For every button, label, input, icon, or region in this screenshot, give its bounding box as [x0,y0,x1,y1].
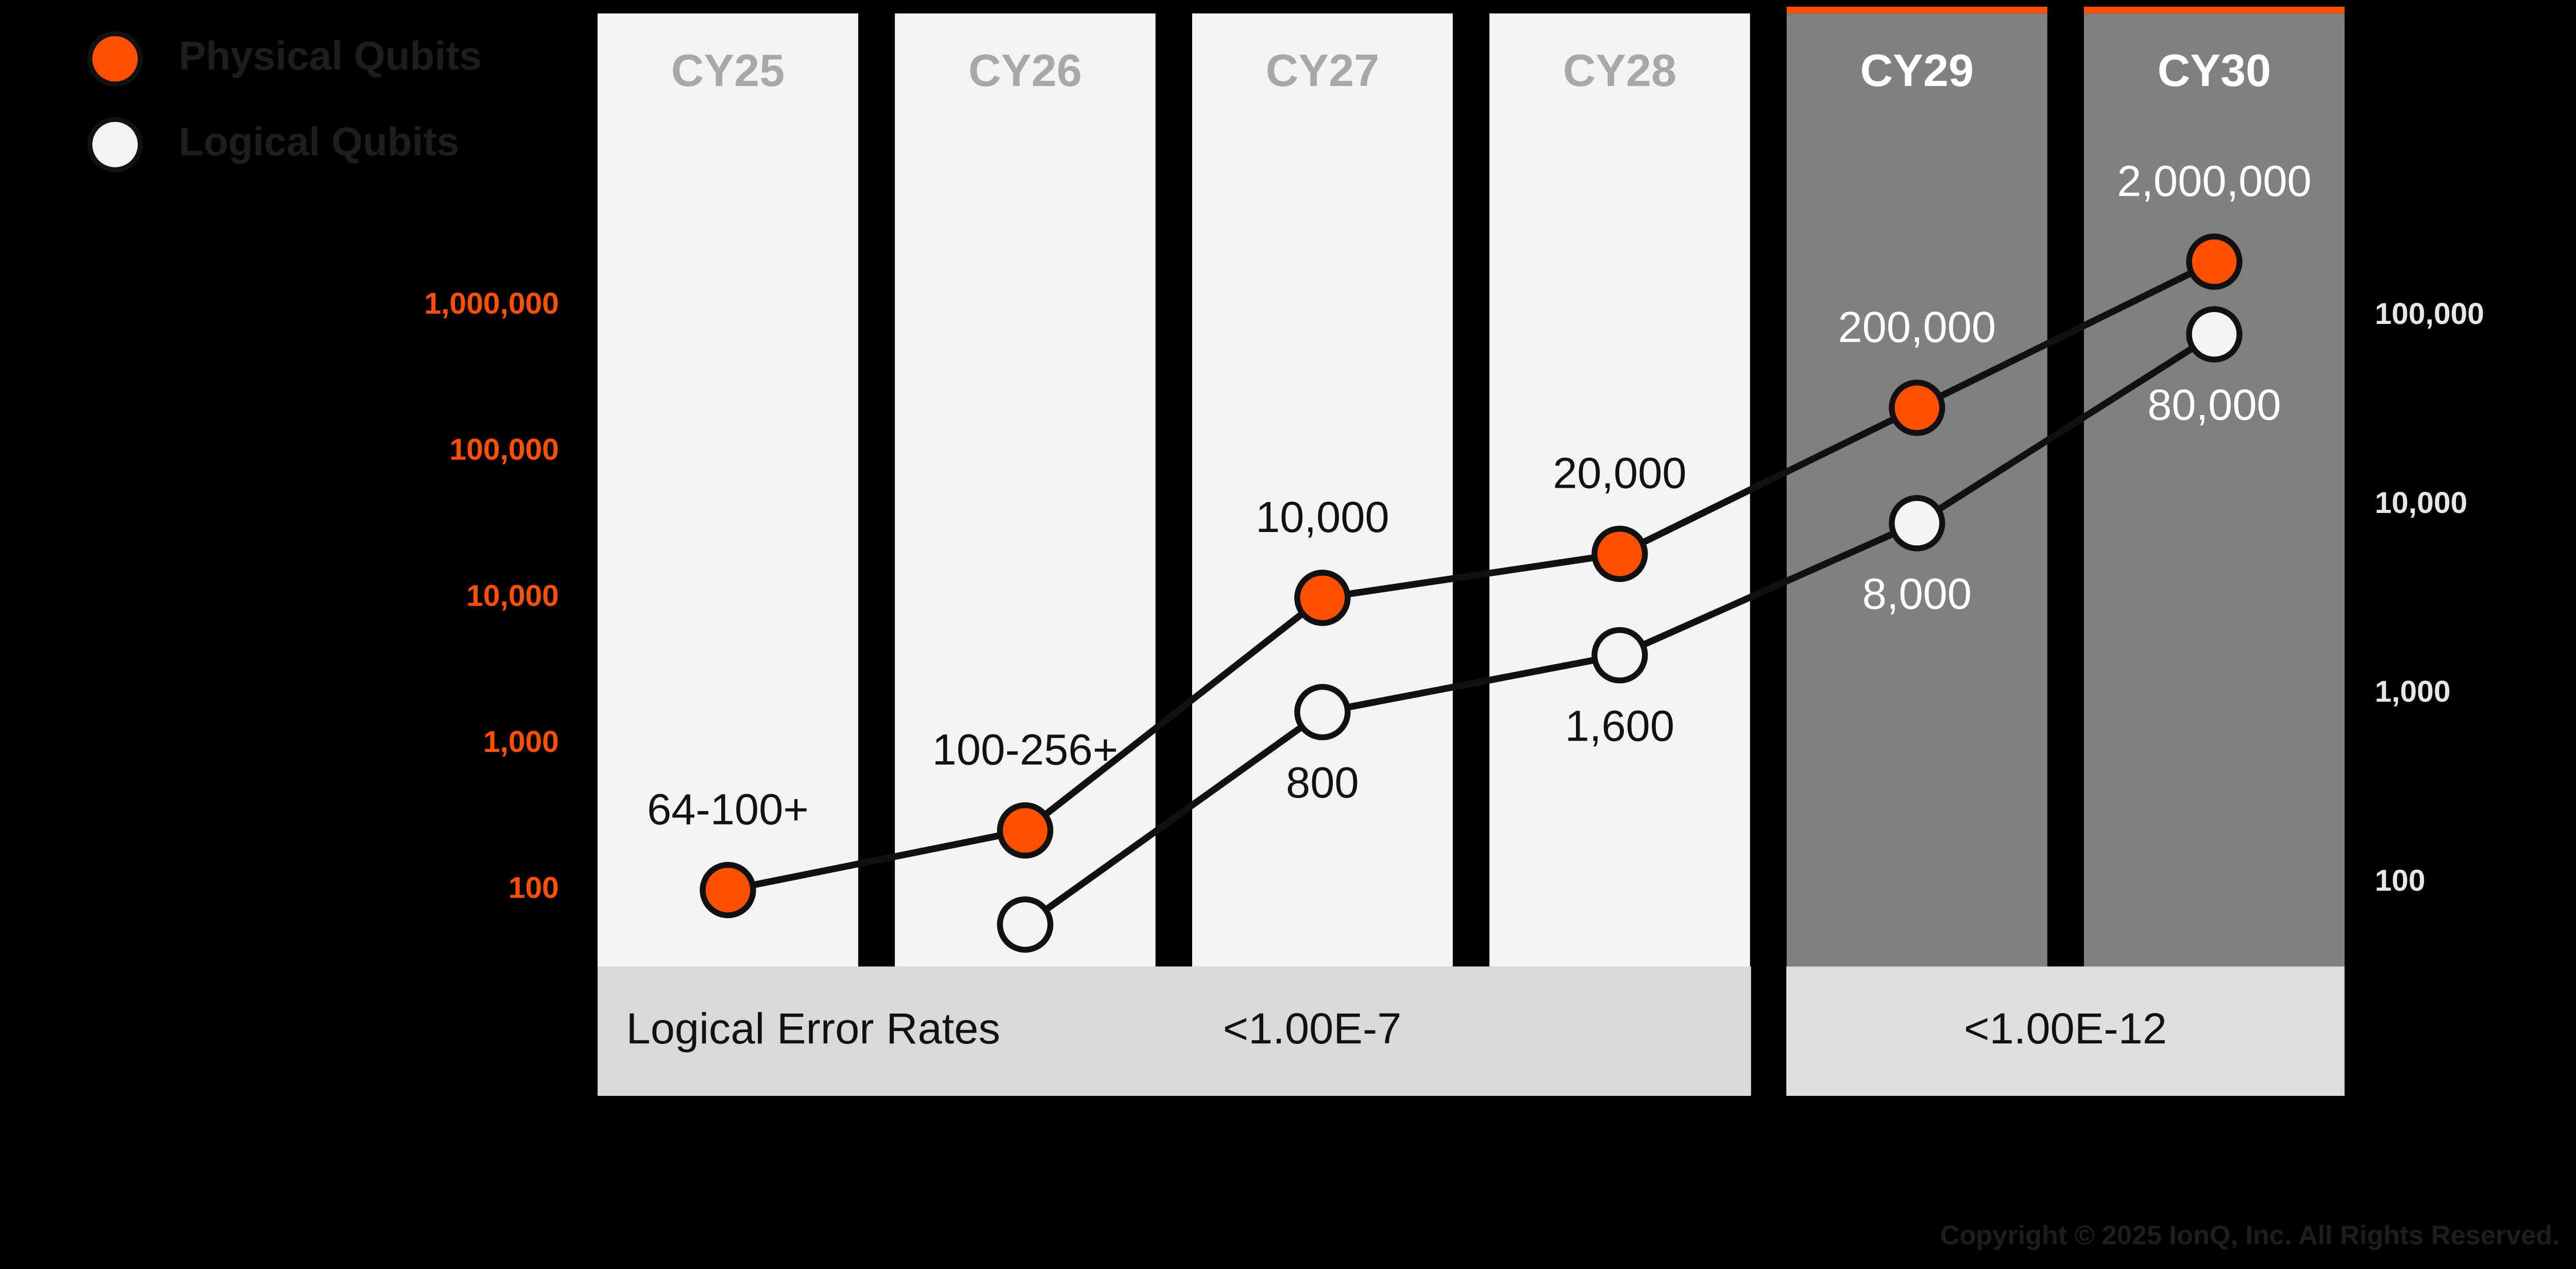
data-point [2186,233,2243,290]
y-tick-label: 100,000 [450,433,559,467]
column-header: CY28 [1563,45,1676,96]
column-header: CY27 [1266,45,1379,96]
legend-marker [87,116,143,173]
data-label: 100-256+ [932,725,1118,774]
y-tick-label: 100 [509,871,559,905]
data-label: 80,000 [2147,380,2281,429]
data-label: 200,000 [1838,302,1996,351]
data-label: 20,000 [1553,449,1687,498]
y2-tick-label: 100,000 [2375,297,2484,331]
data-point [1294,570,1351,626]
y2-tick-label: 10,000 [2375,486,2468,520]
column-accent [1786,7,2047,14]
data-label: 10,000 [1256,492,1389,541]
legend-label: Logical Qubits [179,118,459,164]
data-label: 800 [1286,758,1359,807]
data-label: 8,000 [1862,569,1972,618]
column [1489,13,1750,967]
column-header: CY25 [671,45,785,96]
data-label: 1,600 [1565,701,1674,750]
data-point [1294,683,1351,741]
column-accent [2083,7,2345,14]
legend-label: Physical Qubits [179,33,482,78]
data-label: 64-100+ [647,785,809,834]
error-rate: <1.00E-12 [1964,1004,2167,1053]
column [1192,13,1453,967]
column [2083,13,2345,967]
series-line [727,259,2216,894]
data-point [1591,525,1648,582]
y2-tick-label: 100 [2375,864,2426,897]
error-label: Logical Error Rates [626,1004,1000,1053]
legend-marker [87,31,143,87]
data-point [1889,495,1945,552]
y-tick-label: 1,000,000 [425,287,559,320]
copyright: Copyright © 2025 IonQ, Inc. All Rights R… [1940,1221,2560,1250]
y-tick-label: 1,000 [483,725,559,759]
column [1786,13,2047,967]
column [597,13,858,967]
data-point [997,896,1054,953]
error-band [1786,966,2345,1096]
data-point [700,862,756,918]
column-header: CY30 [2158,45,2271,96]
y-tick-label: 10,000 [466,579,559,612]
error-band [597,966,1751,1096]
error-rate: <1.00E-7 [1223,1004,1402,1053]
data-point [997,802,1054,859]
data-label: 2,000,000 [2117,156,2311,205]
column-header: CY26 [969,45,1082,96]
data-point [1889,380,1945,436]
column-header: CY29 [1860,45,1974,96]
y2-tick-label: 1,000 [2375,675,2451,709]
data-point [2186,306,2243,363]
data-point [1591,627,1648,683]
